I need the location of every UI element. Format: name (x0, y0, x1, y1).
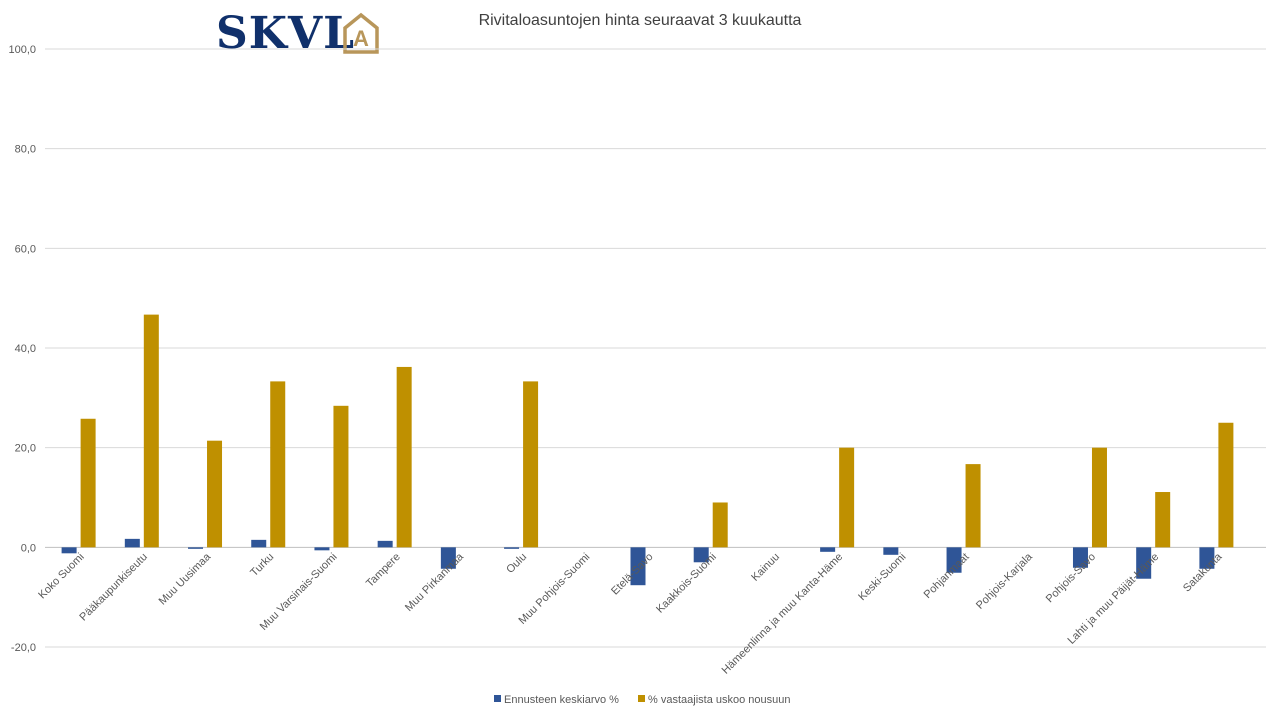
x-tick-label: Muu Pohjois-Suomi (516, 551, 592, 627)
bar-share-expecting-rise (839, 447, 855, 548)
x-tick-label: Turku (248, 551, 276, 579)
bar-forecast-average (61, 547, 77, 554)
y-tick-label: -20,0 (11, 642, 36, 654)
legend-label: Ennusteen keskiarvo % (504, 694, 619, 706)
bar-forecast-average (1072, 547, 1088, 568)
bar-forecast-average (820, 547, 836, 552)
house-a-icon: A (343, 12, 379, 54)
legend: Ennusteen keskiarvo % % vastaajista uskoo… (494, 694, 790, 706)
logo-wordmark: SKVL (216, 8, 356, 59)
x-tick-label: Pääkaupunkiseutu (77, 551, 149, 623)
grid-lines (45, 48, 1266, 648)
bar-share-expecting-rise (333, 405, 349, 548)
bar-forecast-average (440, 547, 456, 569)
x-tick-label: Oulu (504, 551, 529, 576)
bar-share-expecting-rise (270, 381, 286, 548)
x-tick-label: Muu Pirkanmaa (403, 550, 467, 614)
x-tick-label: Tampere (364, 551, 403, 590)
y-tick-label: 20,0 (15, 443, 36, 455)
x-tick-label: Pohjois-Karjala (974, 550, 1035, 611)
y-tick-label: 40,0 (15, 343, 36, 355)
bar-forecast-average (124, 538, 140, 548)
bar-forecast-average (630, 547, 646, 586)
y-tick-label: 80,0 (15, 144, 36, 156)
legend-swatch (494, 695, 501, 702)
bar-forecast-average (946, 547, 962, 573)
x-tick-label: Keski-Suomi (856, 551, 908, 603)
y-axis-ticks: -20,0 0,0 20,0 40,0 60,0 80,0 100,0 (8, 44, 36, 654)
x-tick-label: Pohjois-Savo (1044, 551, 1098, 605)
x-tick-label: Koko Suomi (36, 551, 86, 601)
x-tick-label: Kainuu (749, 551, 782, 584)
skvl-logo: SKVL A (216, 10, 386, 58)
bars (61, 314, 1234, 586)
logo-mark-letter: A (353, 26, 369, 51)
bar-forecast-average (251, 539, 267, 548)
chart-title: Rivitaloasuntojen hinta seuraavat 3 kuuk… (478, 12, 802, 29)
bar-share-expecting-rise (80, 418, 96, 548)
bar-share-expecting-rise (1091, 447, 1107, 548)
legend-swatch (638, 695, 645, 702)
bar-forecast-average (314, 547, 330, 551)
y-tick-label: 60,0 (15, 243, 36, 255)
x-tick-label: Muu Uusimaa (157, 550, 214, 607)
bar-share-expecting-rise (712, 502, 728, 548)
bar-forecast-average (693, 547, 709, 563)
bar-forecast-average (883, 547, 899, 555)
bar-forecast-average (504, 547, 520, 549)
y-tick-label: 100,0 (8, 44, 36, 56)
bar-forecast-average (377, 540, 393, 548)
bar-share-expecting-rise (1218, 422, 1234, 548)
bar-forecast-average (1199, 547, 1215, 569)
bar-share-expecting-rise (143, 314, 159, 548)
bar-share-expecting-rise (396, 366, 412, 548)
bar-share-expecting-rise (1155, 492, 1171, 548)
legend-label: % vastaajista uskoo nousuun (648, 694, 790, 706)
x-tick-label: Kaakkois-Suomi (654, 551, 719, 616)
y-tick-label: 0,0 (21, 542, 36, 554)
bar-share-expecting-rise (523, 381, 539, 548)
bar-forecast-average (188, 547, 204, 549)
bar-share-expecting-rise (965, 464, 981, 548)
bar-share-expecting-rise (207, 440, 223, 548)
bar-forecast-average (1136, 547, 1152, 579)
x-tick-label: Hämeenlinna ja muu Kanta-Häme (720, 551, 846, 677)
